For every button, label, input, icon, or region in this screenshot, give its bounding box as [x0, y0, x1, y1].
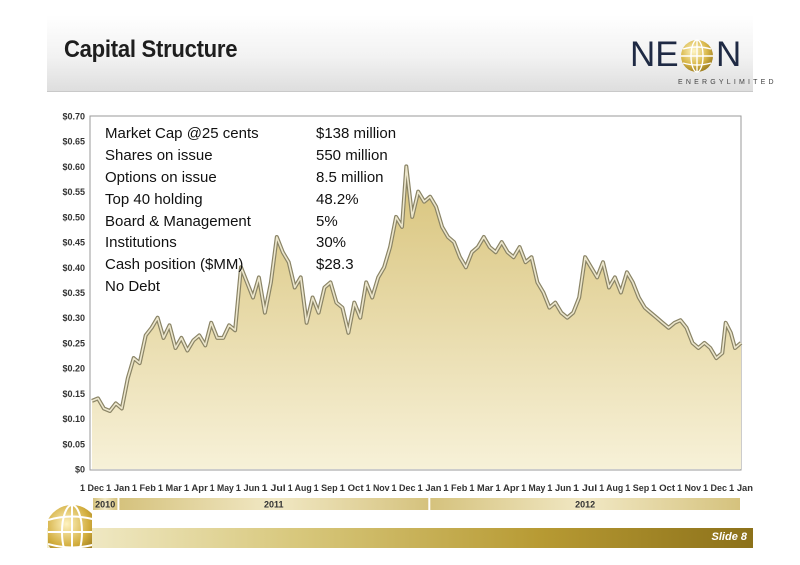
x-tick-label: 1 May — [210, 483, 234, 493]
x-tick-label: 1 Jun — [236, 483, 260, 493]
x-tick-label: 1 Oct — [651, 483, 675, 493]
stat-row: Cash position ($MM) $28.3 — [105, 254, 435, 276]
x-tick-label: 1 Jan — [418, 483, 442, 493]
y-tick-label: $0.30 — [62, 313, 85, 323]
stat-label: Board & Management — [105, 212, 251, 230]
y-tick-label: $0.55 — [62, 187, 85, 197]
stat-row: Shares on issue 550 million — [105, 145, 435, 167]
stat-row: Board & Management 5% — [105, 211, 435, 233]
stat-row: Top 40 holding 48.2% — [105, 189, 435, 211]
x-tick-label: 1 Dec — [703, 483, 727, 493]
stat-value: 5% — [316, 212, 338, 230]
stat-label: Top 40 holding — [105, 190, 203, 208]
stat-label: Shares on issue — [105, 146, 213, 164]
x-tick-label: 1 Sep — [314, 483, 338, 493]
stat-label: Options on issue — [105, 168, 217, 186]
stat-row: No Debt — [105, 276, 435, 298]
y-tick-label: $0.25 — [62, 338, 85, 348]
stat-row: Institutions 30% — [105, 232, 435, 254]
stat-label: Institutions — [105, 234, 177, 252]
y-tick-label: $0.10 — [62, 414, 85, 424]
y-tick-label: $0.40 — [62, 263, 85, 273]
x-tick-label: 1 Aug — [288, 483, 312, 493]
x-tick-label: 1 Jul — [573, 483, 597, 493]
x-tick-label: 1 Nov — [366, 483, 390, 493]
y-tick-label: $0.60 — [62, 162, 85, 172]
stat-value: 550 million — [316, 146, 388, 164]
x-tick-label: 1 Mar — [469, 483, 494, 493]
x-tick-label: 1 Jun — [547, 483, 571, 493]
series-line-0 — [91, 165, 742, 412]
capital-stats-table: Market Cap @25 cents $138 million Shares… — [105, 123, 435, 298]
y-tick-label: $0.15 — [62, 389, 85, 399]
logo-text-right: N — [716, 35, 742, 74]
slide-number: Slide 8 — [711, 531, 747, 543]
slide-header: Capital Structure NE N ENERGYLIMITED — [47, 15, 774, 92]
logo-tagline: ENERGYLIMITED — [678, 79, 777, 86]
x-tick-label: 1 May — [521, 483, 545, 493]
year-label: 2011 — [264, 500, 284, 510]
slide-title: Capital Structure — [64, 36, 238, 63]
y-tick-label: $0.65 — [62, 137, 85, 147]
year-band — [430, 498, 740, 510]
stat-label: No Debt — [105, 278, 161, 296]
x-tick-label: 1 Jan — [729, 483, 753, 493]
year-band — [93, 498, 118, 510]
stat-value: 8.5 million — [316, 168, 384, 186]
x-tick-label: 1 Sep — [625, 483, 649, 493]
x-tick-label: 1 Mar — [158, 483, 183, 493]
x-tick-label: 1 Nov — [677, 483, 701, 493]
y-tick-label: $0.45 — [62, 238, 85, 248]
y-tick-label: $0 — [75, 465, 85, 475]
year-band — [119, 498, 429, 510]
stat-value: $138 million — [316, 125, 397, 142]
x-tick-label: 1 Feb — [443, 483, 468, 493]
slide-footer: Slide 8 — [47, 528, 753, 548]
stat-row: Options on issue 8.5 million — [105, 167, 435, 189]
x-tick-label: 1 Aug — [599, 483, 623, 493]
stat-label: Cash position ($MM) — [105, 256, 244, 274]
globe-icon — [681, 39, 713, 73]
x-tick-label: 1 Apr — [495, 483, 520, 493]
neon-energy-logo: NE N ENERGYLIMITED — [630, 35, 774, 87]
stat-row: Market Cap @25 cents $138 million — [105, 123, 435, 145]
x-tick-label: 1 Jan — [106, 483, 130, 493]
x-tick-label: 1 Dec — [80, 483, 104, 493]
x-tick-label: 1 Dec — [392, 483, 416, 493]
x-tick-label: 1 Feb — [132, 483, 157, 493]
y-tick-label: $0.05 — [62, 439, 85, 449]
stat-value: $28.3 — [316, 256, 354, 274]
x-tick-label: 1 Jul — [262, 483, 286, 493]
stat-label: Market Cap @25 cents — [105, 125, 259, 142]
corner-globe-icon — [48, 500, 92, 548]
stat-value: 48.2% — [316, 190, 359, 208]
x-tick-label: 1 Oct — [340, 483, 364, 493]
stat-value: 30% — [316, 234, 347, 252]
series-area-0 — [92, 166, 741, 469]
year-label: 2010 — [95, 500, 115, 510]
y-tick-label: $0.20 — [62, 364, 85, 374]
logo-text-left: NE — [630, 35, 679, 74]
year-label: 2012 — [575, 500, 595, 510]
y-tick-label: $0.35 — [62, 288, 85, 298]
y-tick-label: $0.70 — [62, 112, 85, 122]
y-tick-label: $0.50 — [62, 212, 85, 222]
x-tick-label: 1 Apr — [184, 483, 209, 493]
